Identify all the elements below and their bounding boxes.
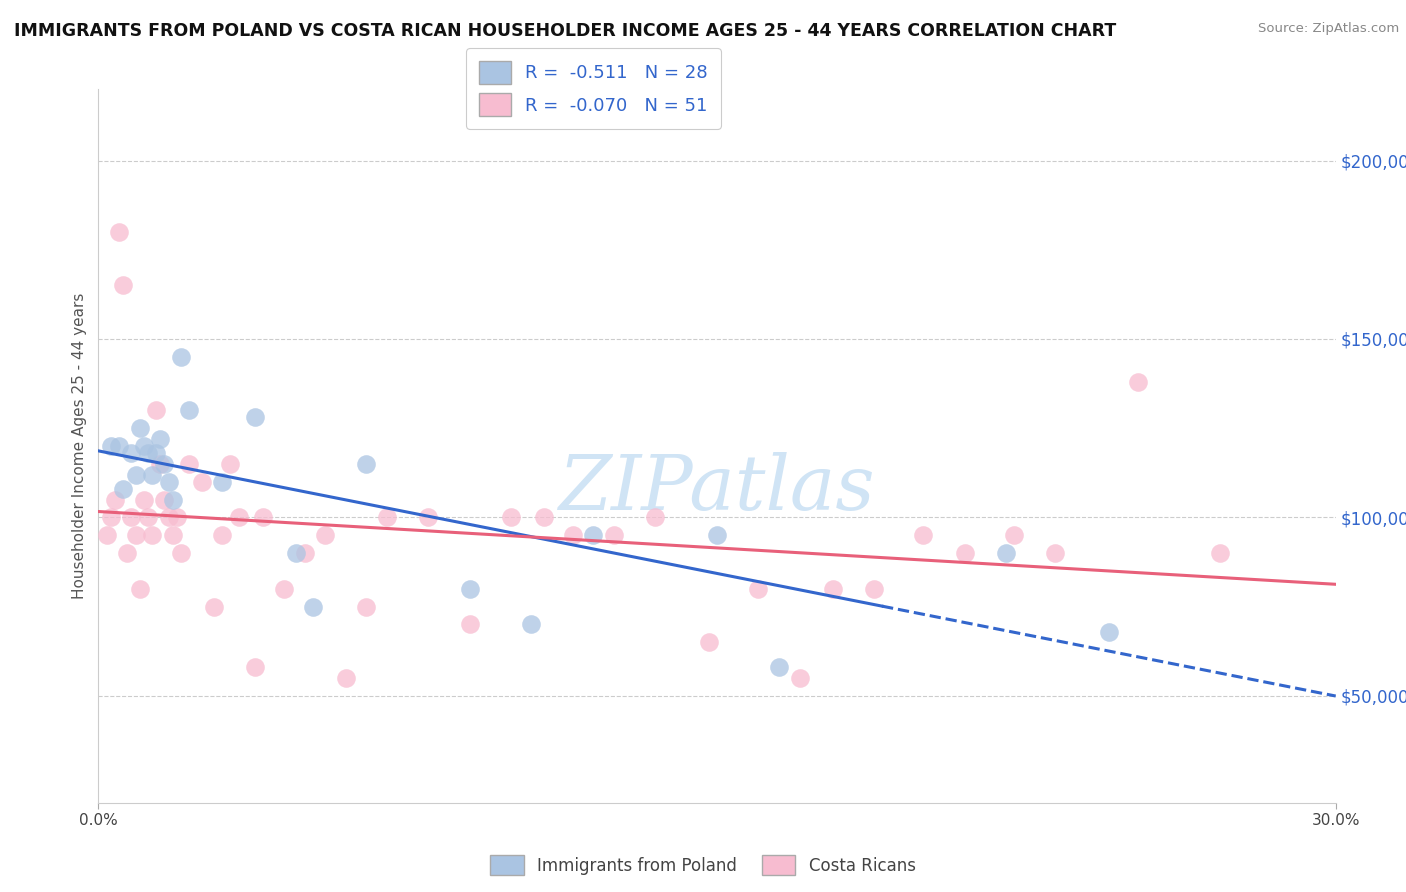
Point [117, 546, 139, 560]
Legend: Immigrants from Poland, Costa Ricans: Immigrants from Poland, Costa Ricans [491, 855, 915, 875]
Point [356, 457, 378, 471]
Point [136, 446, 159, 460]
Y-axis label: Householder Income Ages 25 - 44 years: Householder Income Ages 25 - 44 years [72, 293, 87, 599]
Point [145, 446, 167, 460]
Text: IMMIGRANTS FROM POLAND VS COSTA RICAN HOUSEHOLDER INCOME AGES 25 - 44 YEARS CORR: IMMIGRANTS FROM POLAND VS COSTA RICAN HO… [14, 22, 1116, 40]
Point [499, 510, 522, 524]
Point [994, 546, 1017, 560]
Point [561, 528, 583, 542]
Point [1002, 528, 1025, 542]
Point [211, 475, 233, 489]
Point [768, 660, 790, 674]
Point [141, 528, 163, 542]
Point [108, 439, 131, 453]
Point [243, 660, 266, 674]
Point [145, 403, 167, 417]
Point [141, 467, 163, 482]
Point [747, 582, 769, 596]
Point [170, 350, 193, 364]
Point [243, 410, 266, 425]
Point [132, 439, 155, 453]
Point [582, 528, 605, 542]
Point [100, 439, 122, 453]
Point [157, 510, 180, 524]
Point [124, 467, 146, 482]
Point [211, 528, 233, 542]
Point [533, 510, 555, 524]
Point [179, 457, 201, 471]
Point [108, 225, 131, 239]
Point [136, 510, 159, 524]
Point [356, 599, 378, 614]
Point [458, 582, 481, 596]
Point [314, 528, 336, 542]
Point [120, 510, 142, 524]
Point [120, 446, 142, 460]
Point [1045, 546, 1067, 560]
Point [153, 492, 176, 507]
Point [228, 510, 250, 524]
Point [862, 582, 884, 596]
Point [149, 457, 172, 471]
Point [1126, 375, 1149, 389]
Point [162, 492, 184, 507]
Point [179, 403, 201, 417]
Point [100, 510, 122, 524]
Point [104, 492, 127, 507]
Text: ZIPatlas: ZIPatlas [558, 452, 876, 525]
Point [335, 671, 357, 685]
Point [375, 510, 398, 524]
Point [1209, 546, 1232, 560]
Point [697, 635, 720, 649]
Point [418, 510, 440, 524]
Point [128, 421, 150, 435]
Point [170, 546, 193, 560]
Point [273, 582, 295, 596]
Point [603, 528, 626, 542]
Point [706, 528, 728, 542]
Point [285, 546, 308, 560]
Point [112, 278, 135, 293]
Point [644, 510, 666, 524]
Point [294, 546, 316, 560]
Point [953, 546, 976, 560]
Point [912, 528, 935, 542]
Point [821, 582, 844, 596]
Point [252, 510, 274, 524]
Point [302, 599, 325, 614]
Point [112, 482, 135, 496]
Point [149, 432, 172, 446]
Point [153, 457, 176, 471]
Point [132, 492, 155, 507]
Point [520, 617, 543, 632]
Point [96, 528, 118, 542]
Legend: R =  -0.511   N = 28, R =  -0.070   N = 51: R = -0.511 N = 28, R = -0.070 N = 51 [465, 48, 721, 129]
Point [190, 475, 212, 489]
Point [157, 475, 180, 489]
Point [128, 582, 150, 596]
Point [1098, 624, 1121, 639]
Point [124, 528, 146, 542]
Point [219, 457, 242, 471]
Point [789, 671, 811, 685]
Point [166, 510, 188, 524]
Text: Source: ZipAtlas.com: Source: ZipAtlas.com [1258, 22, 1399, 36]
Point [458, 617, 481, 632]
Point [162, 528, 184, 542]
Point [202, 599, 225, 614]
